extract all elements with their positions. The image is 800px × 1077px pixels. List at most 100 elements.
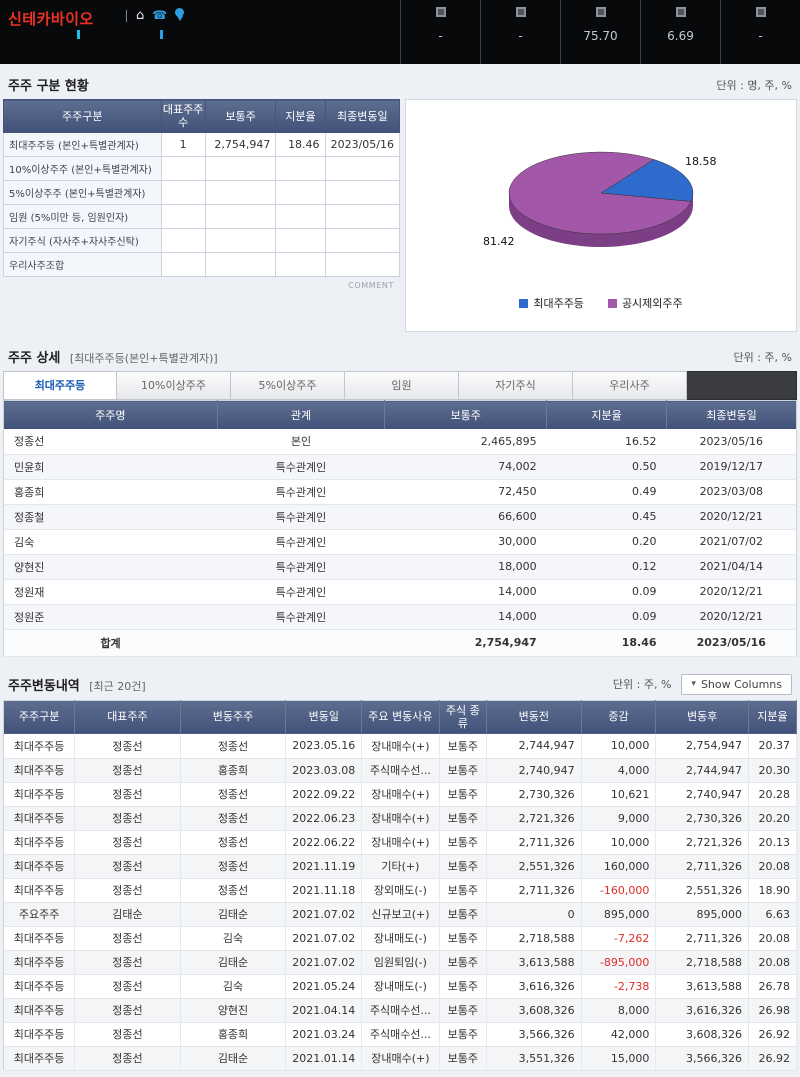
comment-toggle[interactable]: COMMENT [348,281,394,291]
section-title: 주주 상세 [8,351,61,366]
table-row: 최대주주등 정종선 정종선 2021.11.18 장외매도(-) 보통주 2,711,326… [3,878,798,903]
loading-mark [77,30,80,39]
table-cell: 정종선 [180,782,287,807]
table-cell [204,204,277,230]
table-cell: 정종선 [74,806,181,831]
topbar-panel[interactable]: - [720,0,800,64]
table-cell: 특수관계인 [217,479,385,505]
table-cell [275,252,326,278]
table-cell: 정종선 [74,1022,181,1047]
table-cell: 정종선 [180,878,287,903]
caret-down-icon: ▾ [691,679,696,689]
table-row: 최대주주등 정종선 양현진 2021.04.14 주식매수선... 보통주 3,608,32… [3,998,798,1023]
column-header: 주주구분 [3,700,76,734]
table-cell: 정종선 [180,734,287,759]
table-cell: 정종선 [74,878,181,903]
table-cell: 최대주주등 [3,1046,76,1071]
table-cell: 김숙 [3,529,218,555]
table-cell: 3,566,326 [486,1022,582,1047]
home-icon[interactable]: ⌂ [136,7,145,23]
table-cell: 2,711,326 [655,854,749,879]
panel-value: 75.70 [583,29,618,43]
table-row: 자기주식 (자사주+자사주신탁) [3,228,401,254]
table-cell: 2023.03.08 [285,758,363,783]
tab-item[interactable]: 자기주식 [459,371,573,400]
unit-label: 단위 : 주, % [612,678,672,691]
table-cell: 18.46 [275,132,326,158]
table-cell: 주식매수선... [361,998,440,1023]
table-cell: 보통주 [439,998,488,1023]
table-cell: 2021.03.24 [285,1022,363,1047]
topbar-panel[interactable]: 75.70 [560,0,640,64]
table-row: 최대주주등 정종선 정종선 2022.06.22 장내매수(+) 보통주 2,711,326… [3,830,798,855]
table-cell [324,156,401,182]
table-cell: 장외매도(-) [361,878,440,903]
table-row: 최대주주등 정종선 정종선 2022.09.22 장내매수(+) 보통주 2,730,326… [3,782,798,807]
table-cell: 3,613,588 [655,974,749,999]
table-cell: 정원재 [3,579,218,605]
tab-item[interactable]: 5%이상주주 [231,371,345,400]
panel-icon [595,7,606,17]
table-row: 정원준 특수관계인 14,000 0.09 2020/12/21 [3,604,797,630]
table-cell: -160,000 [581,878,657,903]
table-cell: 합계 [3,628,218,657]
topbar-panel[interactable]: - [400,0,480,64]
column-header: 지분율 [748,700,798,734]
table-cell: 20.28 [748,782,798,807]
table-cell: 18.90 [748,878,798,903]
topbar-panel[interactable]: 6.69 [640,0,720,64]
table-cell: 홍종희 [180,758,287,783]
table-cell: 6.63 [748,902,798,927]
table-cell: 최대주주등 [3,974,76,999]
tab-item[interactable]: 우리사주 [573,371,687,400]
table-cell: 3,613,588 [486,950,582,975]
panel-value: - [758,29,763,43]
table-cell [275,156,326,182]
table-cell: 기타(+) [361,854,440,879]
table-cell: 3,616,326 [486,974,582,999]
table-cell: 26.92 [748,1046,798,1071]
brand-logo[interactable]: 신테카바이오 [8,10,94,28]
column-header: 주주명 [3,400,218,429]
table-cell [204,156,277,182]
tab-item[interactable]: 임원 [345,371,459,400]
section-shareholder-overview: 주주 구분 현황 단위 : 명, 주, % 주주구분 대표주주수 보통주 지분율 최종변… [3,72,797,332]
table-cell: 0.49 [546,479,667,505]
table-cell: 0 [486,902,582,927]
table-cell: 1 [160,132,206,158]
tab-item[interactable]: 최대주주등 [3,371,117,400]
table-cell: 정종선 [74,1046,181,1071]
detail-table: 주주명 관계 보통주 지분율 최종변동일 정종선 본인 2,465,895 16.52 2023… [3,400,797,657]
history-table: 주주구분 대표주주 변동주주 변동일 주요 변동사유 주식 종류 변동전 증감 변동후 지분율 최… [3,699,798,1071]
pie-slice [508,151,692,235]
table-cell: 2021/04/14 [666,554,797,580]
table-row: 민윤희 특수관계인 74,002 0.50 2019/12/17 [3,454,797,480]
table-cell: 2,744,947 [486,734,582,759]
column-header: 주식 종류 [439,700,488,734]
table-cell: 정종철 [3,504,218,530]
table-cell: 3,616,326 [655,998,749,1023]
table-cell: 2,744,947 [655,758,749,783]
tab-item[interactable]: 10%이상주주 [117,371,231,400]
location-icon[interactable] [175,8,185,22]
topbar-panel[interactable]: - [480,0,560,64]
table-cell: 2021.05.24 [285,974,363,999]
table-cell: 2,711,326 [486,878,582,903]
table-cell: 최대주주등 [3,1022,76,1047]
column-header: 최종변동일 [666,400,797,429]
table-cell: 2,740,947 [655,782,749,807]
overview-table: 주주구분 대표주주수 보통주 지분율 최종변동일 최대주주등 (본인+특별관계자) 1 2,… [3,98,401,278]
column-header: 변동후 [655,700,749,734]
table-cell: 특수관계인 [217,604,385,630]
show-columns-button[interactable]: ▾ Show Columns [681,673,792,695]
table-cell: 보통주 [439,950,488,975]
table-cell: 2,754,947 [655,734,749,759]
phone-icon[interactable]: ☎ [152,8,168,22]
table-cell: 2,711,326 [486,830,582,855]
table-cell: 2,740,947 [486,758,582,783]
table-cell: 4,000 [581,758,657,783]
column-header: 변동일 [285,700,363,734]
table-cell: 정종선 [74,998,181,1023]
chart-legend: 최대주주등 공시제외주주 [406,295,796,311]
table-cell [275,204,326,230]
